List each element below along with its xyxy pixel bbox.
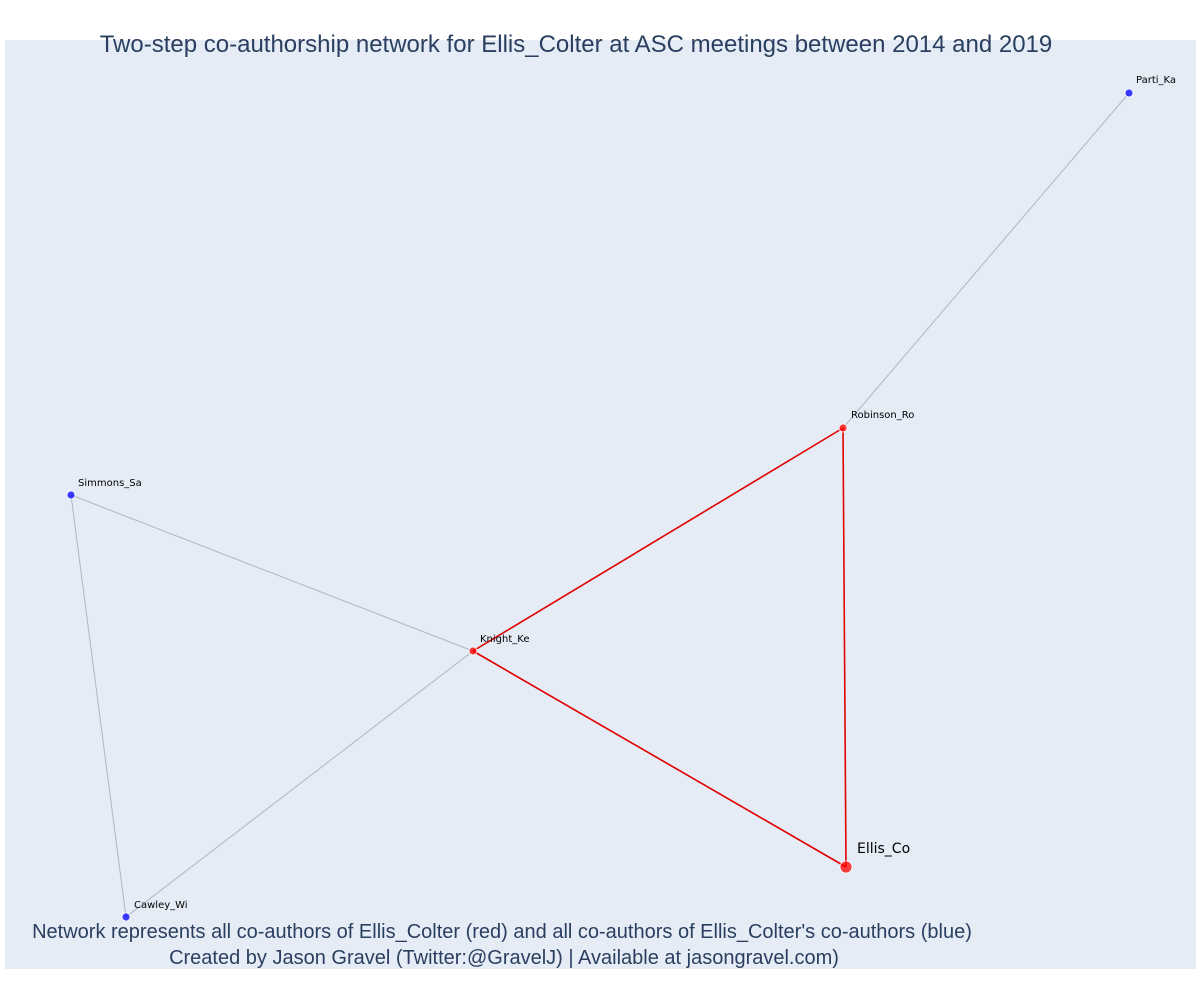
node-label-knight: Knight_Ke	[480, 634, 530, 645]
edge-knight-cawley	[125, 650, 474, 918]
node-label-robinson: Robinson_Ro	[851, 410, 914, 421]
graph-title: Two-step co-authorship network for Ellis…	[100, 31, 1053, 58]
edges-layer	[70, 92, 1130, 918]
node-ellis[interactable]	[839, 860, 853, 874]
caption-line-1: Network represents all co-authors of Ell…	[32, 921, 972, 943]
node-cawley[interactable]	[121, 912, 131, 922]
edge-knight-robinson	[472, 427, 844, 652]
caption-line-2: Created by Jason Gravel (Twitter:@Gravel…	[169, 947, 839, 969]
edge-ellis-knight	[472, 650, 847, 868]
edge-simmons-cawley	[70, 494, 127, 918]
plot-background	[5, 40, 1196, 969]
node-knight[interactable]	[468, 646, 478, 656]
node-label-cawley: Cawley_Wi	[134, 900, 188, 911]
edge-ellis-robinson	[842, 427, 847, 868]
node-label-parti: Parti_Ka	[1136, 75, 1176, 86]
edge-robinson-parti	[842, 92, 1130, 429]
nodes-layer: Ellis_Co Robinson_Ro Knight_Ke Simmons_Sa Ca…	[66, 75, 1176, 922]
edge-knight-simmons	[70, 494, 474, 652]
node-robinson[interactable]	[838, 423, 848, 433]
node-simmons[interactable]	[66, 490, 76, 500]
node-parti[interactable]	[1124, 88, 1134, 98]
node-label-ellis: Ellis_Co	[857, 841, 910, 857]
node-label-simmons: Simmons_Sa	[78, 478, 142, 489]
